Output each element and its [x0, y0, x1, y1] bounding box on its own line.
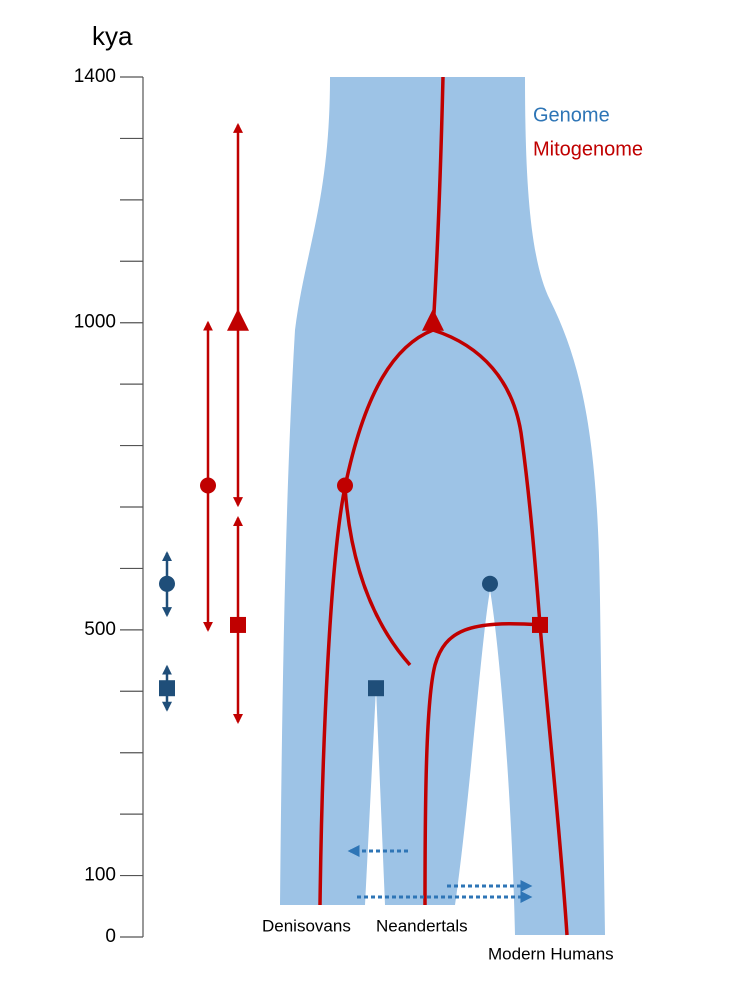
estimate-marker: [200, 477, 216, 494]
legend-mitogenome: Mitogenome: [533, 138, 643, 160]
estimate-marker: [368, 680, 384, 697]
tick-label: 0: [105, 926, 116, 947]
tick-label: 500: [84, 619, 116, 640]
gene-flow: [347, 845, 533, 903]
estimate-marker: [482, 575, 498, 592]
tick-label: 1400: [74, 66, 116, 87]
estimate-marker: [532, 616, 548, 633]
population-label: Modern Humans: [488, 944, 614, 963]
population-label: Neandertals: [376, 916, 468, 935]
tick-label: 100: [84, 865, 116, 886]
estimate-marker: [159, 680, 175, 697]
estimate-marker: [230, 616, 246, 633]
estimate-marker: [337, 477, 353, 494]
estimate-marker: [422, 308, 444, 331]
legend-genome: Genome: [533, 104, 610, 126]
tick-label: 1000: [74, 312, 116, 333]
axis-title: kya: [92, 21, 133, 51]
genome-shape: [280, 77, 605, 935]
mitogenome-tree: [318, 76, 569, 936]
estimate-marker: [159, 575, 175, 592]
estimate-marker: [227, 308, 249, 331]
population-label: Denisovans: [262, 916, 351, 935]
